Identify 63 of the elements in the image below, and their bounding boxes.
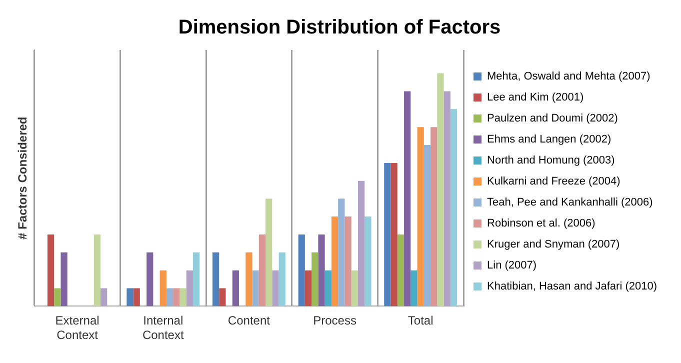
bar: [430, 127, 438, 306]
bar: [318, 234, 325, 306]
bar: [246, 252, 252, 306]
bar: [47, 234, 54, 306]
bar: [397, 234, 404, 306]
bar: [344, 216, 352, 306]
bar: [410, 270, 418, 306]
legend-label: Paulzen and Doumi (2002): [487, 112, 618, 125]
bar: [146, 252, 154, 306]
bar: [278, 252, 286, 306]
bar: [364, 216, 372, 306]
bar: [252, 270, 259, 306]
bar: [331, 216, 338, 306]
bar: [133, 288, 140, 306]
x-tick-label: External Context: [55, 314, 100, 342]
y-axis-title: # Factors Considered: [16, 116, 30, 240]
bar: [312, 252, 318, 306]
bar: [212, 252, 220, 306]
bar: [192, 252, 200, 306]
bar: [232, 270, 240, 306]
legend-label: Kulkarni and Freeze (2004): [487, 176, 620, 188]
bar: [304, 270, 312, 306]
bar: [173, 288, 180, 306]
bar: [100, 288, 108, 306]
legend-label: Khatibian, Hasan and Jafari (2010): [487, 280, 658, 293]
bar: [324, 270, 332, 306]
bar: [180, 288, 186, 306]
bar: [351, 270, 358, 306]
bar: [358, 180, 365, 306]
bar: [258, 234, 266, 306]
bar: [417, 127, 424, 306]
legend-label: North and Homung (2003): [487, 154, 615, 167]
bar: [94, 234, 101, 306]
bar: [186, 270, 193, 306]
chart-title: Dimension Distribution of Factors: [178, 16, 501, 39]
x-tick-label: Internal Context: [142, 314, 184, 342]
bar: [424, 145, 431, 306]
x-tick-label: Process: [313, 314, 356, 328]
bar: [298, 234, 305, 306]
bar: [160, 270, 166, 306]
legend-label: Ehms and Langen (2002): [487, 134, 612, 146]
bar: [60, 252, 68, 306]
legend-label: Lee and Kim (2001): [487, 92, 584, 104]
bar: [450, 109, 458, 306]
x-tick-label: Total: [408, 314, 434, 328]
bar: [266, 198, 272, 306]
bar: [54, 288, 61, 306]
legend-label: Teah, Pee and Kankanhalli (2006): [487, 196, 653, 209]
bar: [384, 162, 391, 306]
bar: [338, 198, 345, 306]
bar: [166, 288, 174, 306]
bar: [126, 288, 134, 306]
bar: [404, 91, 411, 306]
legend-label: Lin (2007): [487, 260, 537, 272]
bar: [444, 91, 450, 306]
bar: [437, 73, 444, 306]
bar: [272, 270, 279, 306]
bar: [219, 288, 226, 306]
bar: [390, 162, 398, 306]
legend-label: Kruger and Snyman (2007): [487, 238, 620, 251]
legend-label: Mehta, Oswald and Mehta (2007): [487, 70, 650, 83]
legend-label: Robinson et al. (2006): [487, 218, 596, 230]
x-tick-label: Content: [228, 314, 271, 328]
